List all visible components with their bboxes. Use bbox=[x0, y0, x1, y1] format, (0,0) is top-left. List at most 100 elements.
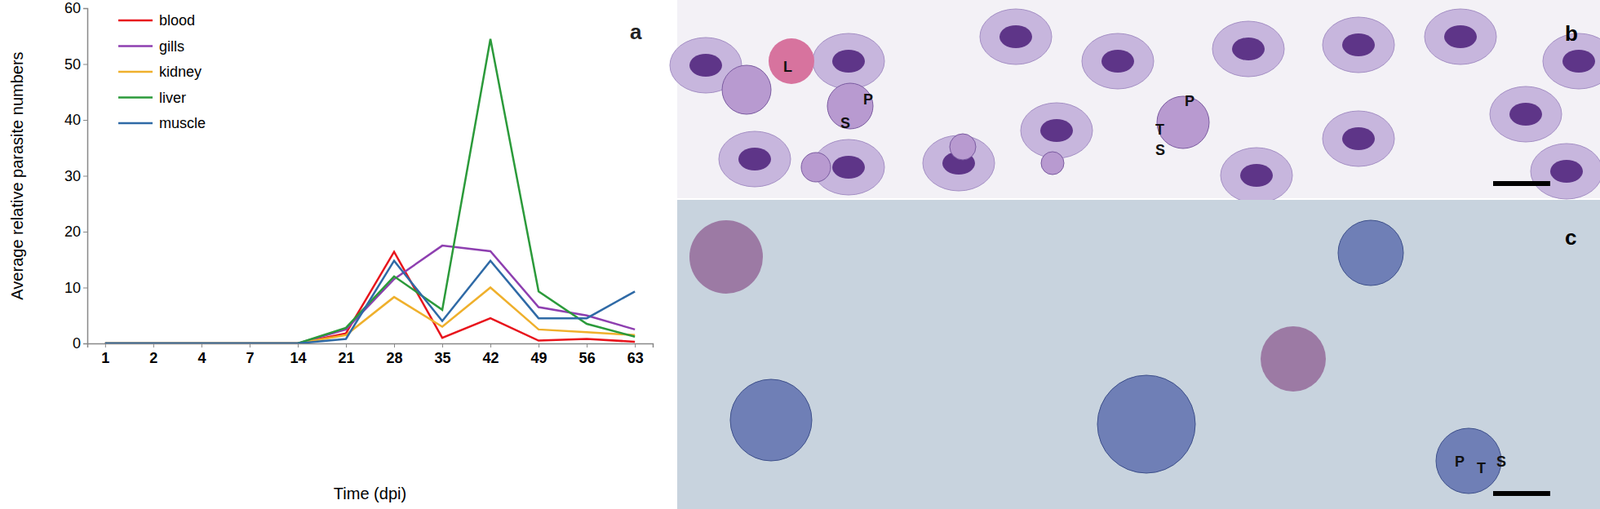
x-tick-label: 4 bbox=[197, 350, 206, 367]
y-tick-mark bbox=[83, 343, 88, 345]
nucleus bbox=[1562, 49, 1596, 73]
x-tick-label: 21 bbox=[337, 350, 355, 367]
erythrocyte bbox=[1322, 17, 1395, 73]
y-tick-mark bbox=[83, 231, 88, 233]
legend-label: liver bbox=[159, 89, 187, 107]
x-axis: 1 2 4 7 14 21 28 35 42 49 56 63 bbox=[88, 343, 654, 367]
erythrocyte bbox=[812, 33, 885, 89]
legend-label: muscle bbox=[159, 115, 206, 132]
legend-swatch bbox=[118, 19, 153, 23]
host-cell bbox=[1260, 326, 1326, 392]
micrograph-c: c PTS bbox=[677, 199, 1600, 509]
x-tick-label: 28 bbox=[385, 350, 403, 367]
x-tick-label: 7 bbox=[245, 350, 254, 367]
structure-label: P bbox=[1454, 453, 1465, 470]
panel-label: a bbox=[629, 19, 643, 45]
x-tick-mark bbox=[442, 343, 444, 348]
scale-bar bbox=[1493, 181, 1551, 187]
erythrocyte bbox=[1489, 86, 1562, 142]
y-axis-line bbox=[83, 8, 89, 345]
nucleus bbox=[999, 25, 1033, 49]
parasite-cyst bbox=[1097, 375, 1196, 474]
legend-swatch bbox=[118, 96, 153, 99]
nucleus bbox=[1040, 119, 1073, 142]
parasite-cyst bbox=[730, 379, 812, 461]
y-tick: 30 bbox=[64, 168, 88, 185]
structure-label: P bbox=[1184, 93, 1195, 110]
micrograph-background bbox=[677, 0, 1600, 199]
series-line bbox=[105, 252, 635, 344]
series-line bbox=[105, 261, 635, 344]
legend-swatch bbox=[118, 44, 153, 48]
legend-label: blood bbox=[159, 12, 196, 29]
y-tick-label: 60 bbox=[64, 0, 81, 17]
x-tick-label: 63 bbox=[627, 350, 644, 367]
erythrocyte bbox=[1322, 110, 1395, 167]
erythrocyte bbox=[979, 8, 1052, 65]
y-tick-label: 50 bbox=[64, 56, 81, 73]
nucleus bbox=[1444, 25, 1477, 49]
parasite-cell bbox=[949, 133, 976, 160]
y-tick-label: 30 bbox=[64, 168, 81, 185]
nucleus bbox=[832, 155, 865, 179]
y-axis: 0102030405060 bbox=[64, 0, 89, 352]
x-tick: 1 bbox=[101, 343, 110, 367]
x-tick: 28 bbox=[385, 343, 403, 367]
y-tick: 60 bbox=[64, 0, 88, 17]
y-tick-label: 0 bbox=[72, 335, 81, 352]
erythrocyte bbox=[1212, 21, 1285, 77]
x-tick-mark bbox=[105, 343, 107, 348]
micrograph-background bbox=[677, 199, 1600, 509]
x-tick: 14 bbox=[289, 343, 306, 367]
x-tick: 49 bbox=[531, 343, 548, 367]
parasite-cyst bbox=[1338, 220, 1404, 286]
x-tick: 7 bbox=[245, 343, 254, 367]
x-tick: 35 bbox=[434, 343, 452, 367]
parasite-cell bbox=[722, 65, 772, 115]
structure-label: L bbox=[783, 58, 793, 76]
structure-label: S bbox=[840, 115, 851, 132]
nucleus bbox=[738, 147, 772, 171]
structure-label: S bbox=[1496, 453, 1507, 470]
x-tick: 63 bbox=[627, 343, 644, 367]
x-tick: 21 bbox=[337, 343, 355, 367]
x-tick-label: 2 bbox=[149, 350, 158, 367]
y-tick: 0 bbox=[72, 335, 88, 352]
nucleus bbox=[1342, 127, 1375, 151]
legend: bloodgillskidneylivermuscle bbox=[118, 12, 206, 132]
x-tick-label: 56 bbox=[579, 350, 596, 367]
y-tick: 10 bbox=[64, 279, 88, 297]
x-tick-mark bbox=[345, 343, 347, 348]
x-tick-label: 49 bbox=[531, 350, 548, 367]
erythrocyte bbox=[1020, 102, 1093, 159]
figure: 124714212835424956630102030405060Time (d… bbox=[0, 0, 1600, 509]
x-tick: 4 bbox=[197, 343, 206, 367]
y-tick-mark bbox=[83, 64, 88, 66]
y-tick-label: 40 bbox=[64, 111, 81, 129]
structure-label: T bbox=[1476, 460, 1486, 477]
x-tick-label: 1 bbox=[101, 350, 110, 367]
x-axis-title: Time (dpi) bbox=[333, 484, 407, 503]
y-tick-mark bbox=[83, 119, 88, 121]
nucleus bbox=[1509, 102, 1543, 126]
legend-label: gills bbox=[159, 38, 185, 55]
parasite-cyst bbox=[1436, 428, 1502, 494]
legend-swatch bbox=[118, 122, 153, 125]
y-tick-mark bbox=[83, 288, 88, 289]
nucleus bbox=[689, 53, 723, 77]
leukocyte bbox=[768, 38, 815, 85]
legend-swatch bbox=[118, 70, 153, 74]
y-axis-title: Average relative parasite numbers bbox=[8, 51, 27, 300]
y-tick: 50 bbox=[64, 56, 88, 73]
structure-label: P bbox=[863, 91, 874, 108]
y-tick-mark bbox=[83, 8, 88, 9]
x-tick-mark bbox=[538, 343, 540, 348]
x-axis-line bbox=[88, 344, 654, 349]
parasite-cell bbox=[1041, 151, 1064, 175]
x-tick-mark bbox=[634, 343, 636, 348]
x-tick: 42 bbox=[483, 343, 500, 367]
erythrocyte bbox=[1220, 147, 1293, 204]
erythrocyte bbox=[1081, 33, 1154, 89]
nucleus bbox=[1550, 159, 1583, 183]
panel-label: c bbox=[1564, 225, 1577, 250]
